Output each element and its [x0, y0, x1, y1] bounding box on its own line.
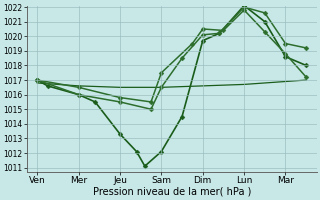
X-axis label: Pression niveau de la mer( hPa ): Pression niveau de la mer( hPa )	[92, 187, 251, 197]
